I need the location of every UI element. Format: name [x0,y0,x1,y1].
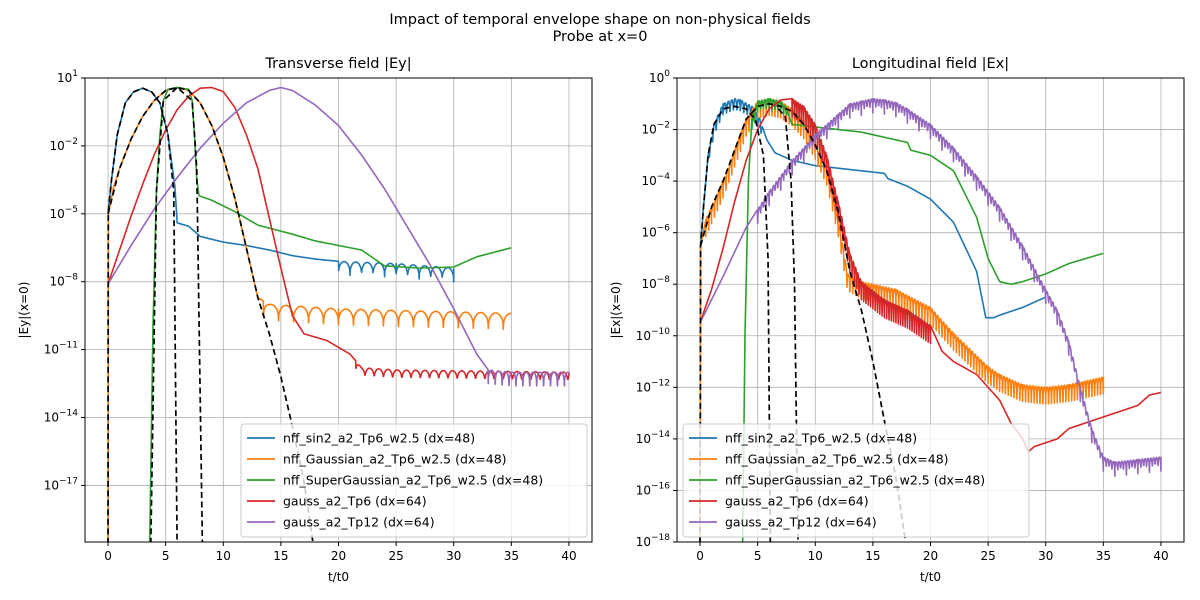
x-tick-label: 0 [696,549,704,563]
x-axis-label: t/t0 [920,570,941,584]
legend-label: nff_Gaussian_a2_Tp6_w2.5 (dx=48) [283,452,507,467]
series-line-4 [699,97,1162,478]
y-tick-label: 10−6 [641,224,670,240]
y-tick-label: 10−5 [49,205,78,221]
x-tick-label: 40 [561,549,576,563]
y-tick-label: 10−4 [641,172,670,188]
y-tick-label: 10−10 [636,327,671,343]
legend: nff_sin2_a2_Tp6_w2.5 (dx=48) nff_Gaussian… [240,423,588,538]
y-tick-label: 10−18 [636,533,671,549]
series-line-4 [107,86,570,387]
x-tick-label: 25 [980,549,995,563]
reference-line [107,86,314,542]
y-tick-label: 10−2 [641,121,670,137]
x-tick-label: 35 [1096,549,1111,563]
legend-label: nff_sin2_a2_Tp6_w2.5 (dx=48) [283,431,475,446]
series-group [699,97,1162,542]
y-tick-label: 10−16 [636,481,671,497]
legend-label: nff_sin2_a2_Tp6_w2.5 (dx=48) [725,431,917,446]
x-axis-label: t/t0 [328,570,349,584]
figure-subtitle: Probe at x=0 [553,29,648,45]
x-tick-label: 20 [331,549,346,563]
y-axis-label: |Ey|(x=0) [17,282,31,339]
reference-line [699,105,772,542]
legend-frame [682,423,1030,538]
series-line-3 [699,97,1162,453]
legend-label: gauss_a2_Tp12 (dx=64) [283,515,435,530]
x-tick-label: 15 [273,549,288,563]
legend-label: gauss_a2_Tp12 (dx=64) [725,515,877,530]
reference-line [107,87,178,542]
reference-line [150,86,204,542]
x-tick-label: 40 [1153,549,1168,563]
series-line-2 [741,97,1104,542]
figure-suptitle: Impact of temporal envelope shape on non… [389,12,810,28]
y-tick-label: 100 [649,69,670,85]
legend: nff_sin2_a2_Tp6_w2.5 (dx=48) nff_Gaussian… [682,423,1030,538]
y-tick-label: 10−11 [44,341,78,357]
y-tick-label: 10−2 [49,137,78,153]
axes-transverse: 0 5 10 15 20 25 30 35 40 101 10−2 10−5 10−8 10−11 10−1… [17,56,593,584]
y-tick-label: 10−17 [44,476,78,492]
legend-label: nff_SuperGaussian_a2_Tp6_w2.5 (dx=48) [283,473,543,488]
x-tick-label: 10 [216,549,231,563]
legend-label: nff_SuperGaussian_a2_Tp6_w2.5 (dx=48) [725,473,985,488]
series-line-3 [107,86,570,381]
series-line-0 [699,97,1047,542]
y-tick-label: 10−14 [44,409,79,425]
legend-label: gauss_a2_Tp6 (dx=64) [283,494,427,509]
y-axis-label: |Ex|(x=0) [609,282,623,339]
x-tick-label: 5 [162,549,170,563]
legend-label: nff_Gaussian_a2_Tp6_w2.5 (dx=48) [725,452,949,467]
legend-label: gauss_a2_Tp6 (dx=64) [725,494,869,509]
x-tick-label: 0 [104,549,112,563]
y-tick-label: 101 [57,69,78,85]
y-tick-label: 10−12 [636,378,670,394]
x-tick-label: 30 [1038,549,1053,563]
axes-longitudinal: 0 5 10 15 20 25 30 35 40 100 10−2 10−4 10−6 10−8 10−10… [609,56,1185,584]
x-tick-label: 5 [754,549,762,563]
series-line-0 [107,87,455,542]
x-tick-label: 30 [446,549,461,563]
axes-title: Transverse field |Ey| [264,56,411,72]
x-tick-label: 35 [504,549,519,563]
series-group [107,86,570,542]
y-tick-label: 10−14 [636,430,671,446]
x-tick-label: 15 [865,549,880,563]
reference-line [699,102,906,540]
axes-title: Longitudinal field |Ex| [852,56,1009,72]
x-tick-label: 20 [923,549,938,563]
y-tick-label: 10−8 [641,275,670,291]
x-tick-label: 25 [388,549,403,563]
x-tick-label: 10 [808,549,823,563]
y-tick-label: 10−8 [49,273,78,289]
legend-frame [240,423,588,538]
